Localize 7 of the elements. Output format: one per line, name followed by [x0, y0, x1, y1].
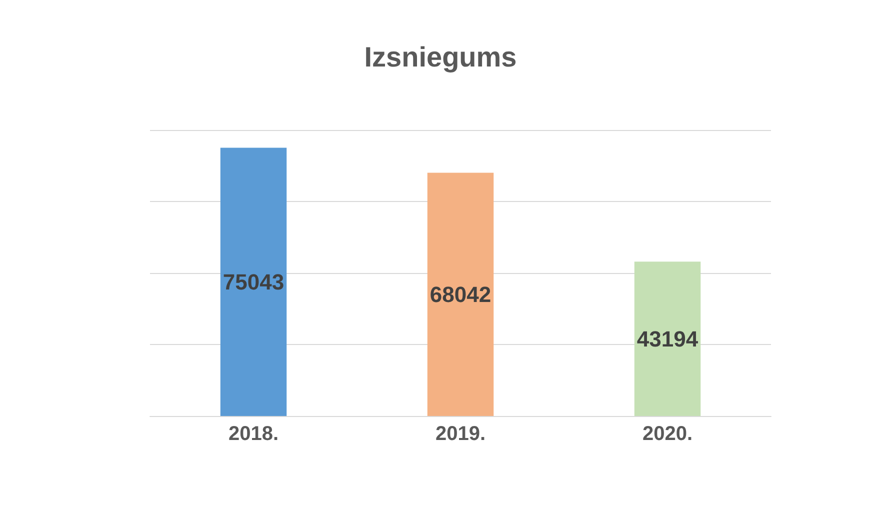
x-tick-label: 2020. — [642, 423, 693, 445]
data-label: 68042 — [430, 282, 492, 307]
data-label: 75043 — [222, 269, 284, 294]
chart-title: Izsniegums — [364, 42, 517, 72]
x-tick-label: 2018. — [228, 423, 279, 445]
data-label: 43194 — [636, 326, 699, 352]
x-tick-label: 2019. — [435, 423, 486, 445]
